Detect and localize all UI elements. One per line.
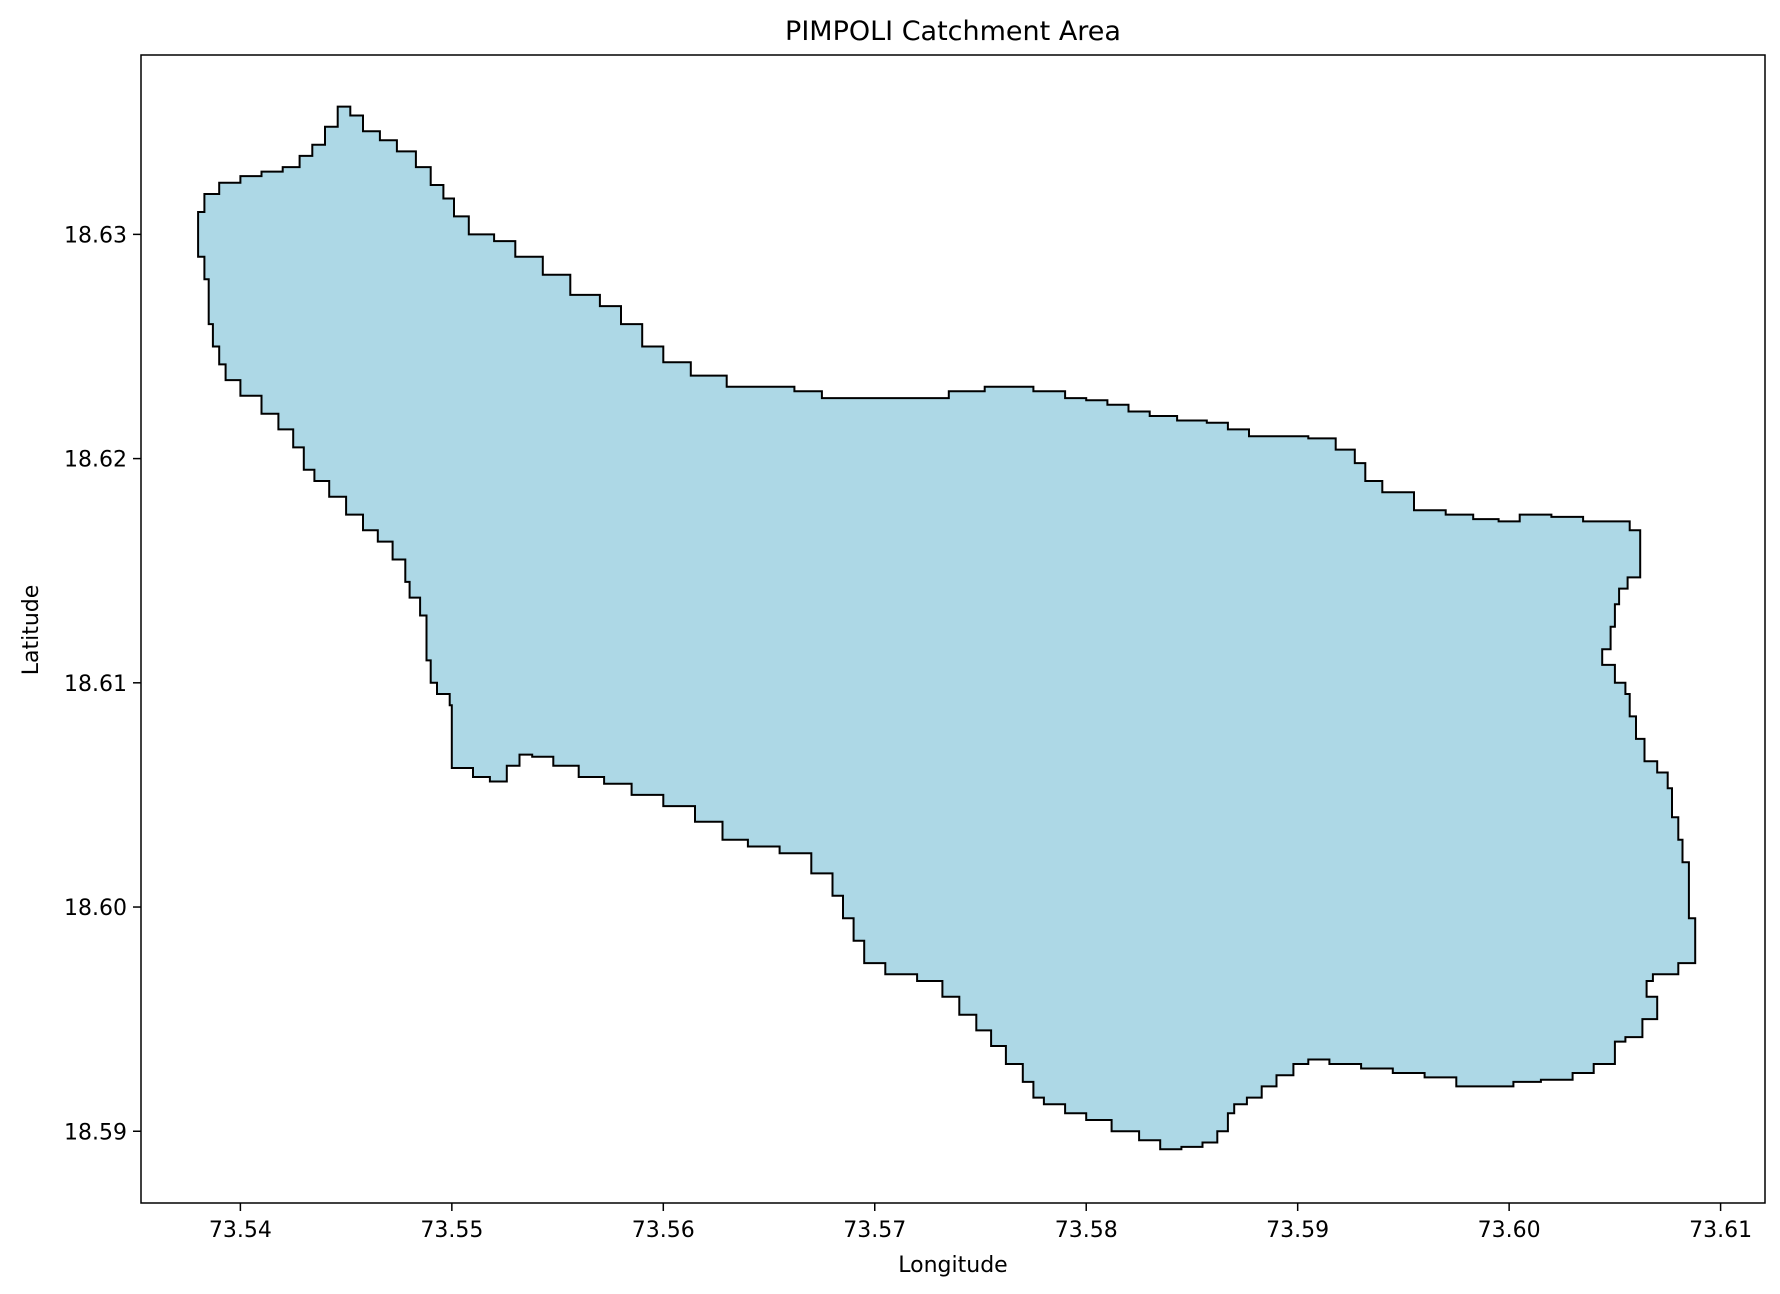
y-tick-label: 18.61 [64, 672, 127, 697]
x-tick-label: 73.61 [1689, 1218, 1752, 1243]
y-tick-label: 18.60 [64, 896, 127, 921]
y-tick-label: 18.59 [64, 1120, 127, 1145]
x-tick-label: 73.58 [1055, 1218, 1118, 1243]
x-tick-label: 73.56 [632, 1218, 695, 1243]
chart-title: PIMPOLI Catchment Area [785, 16, 1121, 47]
x-tick-label: 73.55 [420, 1218, 483, 1243]
y-axis: 18.59 18.60 18.61 18.62 18.63 [64, 223, 141, 1145]
x-tick-label: 73.59 [1266, 1218, 1329, 1243]
x-tick-label: 73.60 [1478, 1218, 1541, 1243]
catchment-polygon [197, 105, 1697, 1151]
axes-frame [140, 54, 1766, 1204]
y-tick-label: 18.62 [64, 448, 127, 473]
y-axis-label: Latitude [19, 585, 44, 676]
plot-area [197, 105, 1697, 1151]
x-axis-label: Longitude [898, 1253, 1007, 1278]
y-tick-label: 18.63 [64, 223, 127, 248]
x-axis: 73.54 73.55 73.56 73.57 73.58 73.59 73.60 73.61 [209, 1203, 1752, 1243]
x-tick-label: 73.54 [209, 1218, 272, 1243]
x-tick-label: 73.57 [843, 1218, 906, 1243]
